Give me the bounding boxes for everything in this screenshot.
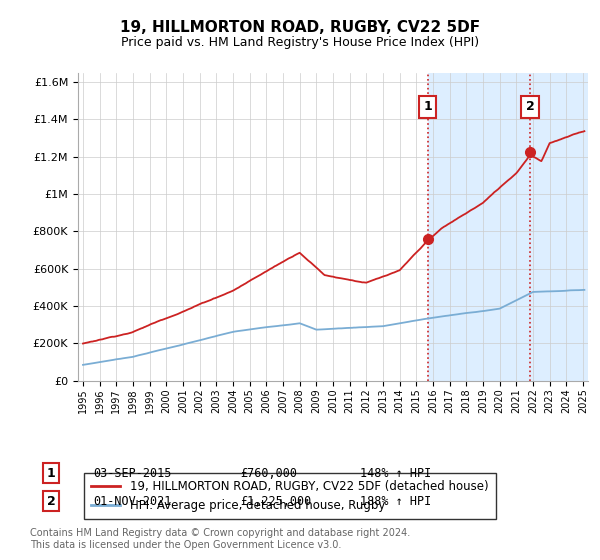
Text: Price paid vs. HM Land Registry's House Price Index (HPI): Price paid vs. HM Land Registry's House … [121,36,479,49]
Text: £760,000: £760,000 [240,466,297,480]
Text: 148% ↑ HPI: 148% ↑ HPI [360,466,431,480]
Text: 2: 2 [47,494,55,508]
Text: £1,225,000: £1,225,000 [240,494,311,508]
Text: 2: 2 [526,100,535,113]
Bar [427,73,588,381]
Text: 03-SEP-2015: 03-SEP-2015 [93,466,172,480]
Text: 19, HILLMORTON ROAD, RUGBY, CV22 5DF: 19, HILLMORTON ROAD, RUGBY, CV22 5DF [120,20,480,35]
Text: 188% ↑ HPI: 188% ↑ HPI [360,494,431,508]
Text: 01-NOV-2021: 01-NOV-2021 [93,494,172,508]
Text: 1: 1 [47,466,55,480]
Legend: 19, HILLMORTON ROAD, RUGBY, CV22 5DF (detached house), HPI: Average price, detac: 19, HILLMORTON ROAD, RUGBY, CV22 5DF (de… [84,473,496,519]
Text: 1: 1 [423,100,432,113]
Text: Contains HM Land Registry data © Crown copyright and database right 2024.
This d: Contains HM Land Registry data © Crown c… [30,528,410,550]
